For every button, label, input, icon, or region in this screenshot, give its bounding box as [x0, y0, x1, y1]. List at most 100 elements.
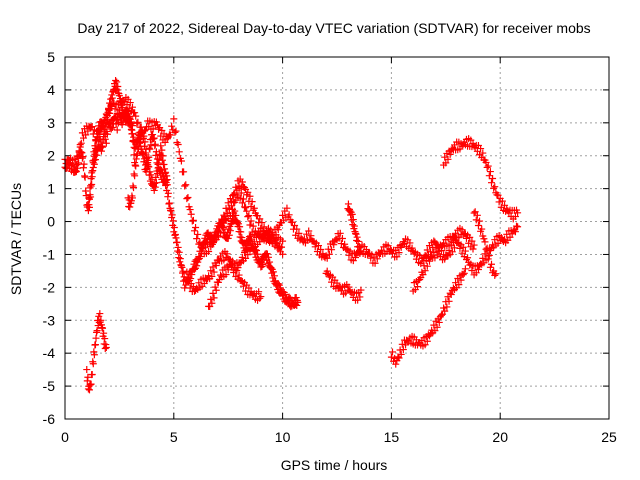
data-point	[300, 235, 308, 243]
data-point	[279, 237, 287, 245]
x-axis-label: GPS time / hours	[281, 457, 388, 473]
data-point	[107, 125, 115, 133]
data-point	[183, 195, 191, 203]
data-point	[161, 138, 169, 146]
data-point	[175, 248, 183, 256]
data-point	[133, 119, 141, 127]
data-point	[246, 221, 254, 229]
data-point	[274, 226, 282, 234]
data-point	[176, 255, 184, 263]
data-point	[323, 254, 331, 262]
data-point	[224, 234, 232, 242]
data-point	[513, 222, 521, 230]
data-point	[259, 261, 267, 269]
data-point	[88, 167, 96, 175]
data-point	[90, 351, 98, 359]
data-point	[83, 366, 91, 374]
data-point	[171, 128, 179, 136]
data-point	[447, 290, 455, 298]
data-point	[307, 232, 315, 240]
data-point	[435, 247, 443, 255]
data-point	[127, 118, 135, 126]
data-point	[470, 241, 478, 249]
data-point	[75, 147, 83, 155]
y-axis-label: SDTVAR / TECUs	[8, 183, 24, 295]
y-tick-label: -5	[43, 378, 56, 394]
data-point	[170, 224, 178, 232]
data-point	[474, 265, 482, 273]
data-point	[285, 211, 293, 219]
data-point	[244, 188, 252, 196]
data-point	[469, 245, 477, 253]
data-point	[448, 248, 456, 256]
data-point	[174, 243, 182, 251]
data-point	[225, 231, 233, 239]
data-point	[345, 283, 353, 291]
data-point	[157, 166, 165, 174]
data-point	[114, 82, 122, 90]
data-point	[239, 282, 247, 290]
data-point	[89, 360, 97, 368]
data-point	[305, 227, 313, 235]
data-point	[136, 139, 144, 147]
series-s2	[61, 93, 522, 279]
data-point	[103, 130, 111, 138]
data-point	[458, 226, 466, 234]
data-point	[487, 179, 495, 187]
data-point	[480, 235, 488, 243]
data-point	[147, 171, 155, 179]
data-point	[323, 267, 331, 275]
data-point	[315, 242, 323, 250]
data-point	[433, 251, 441, 259]
x-tick-label: 0	[61, 429, 69, 445]
data-point	[236, 194, 244, 202]
data-point	[101, 123, 109, 131]
data-point	[349, 216, 357, 224]
data-point	[421, 341, 429, 349]
data-point	[209, 263, 217, 271]
data-point	[84, 127, 92, 135]
data-point	[283, 204, 291, 212]
data-point	[73, 152, 81, 160]
y-tick-label: 5	[47, 49, 55, 65]
data-point	[294, 298, 302, 306]
data-point	[258, 219, 266, 227]
y-tick-label: -2	[43, 279, 56, 295]
data-point	[285, 293, 293, 301]
data-point	[435, 318, 443, 326]
data-point	[186, 284, 194, 292]
data-point	[153, 169, 161, 177]
data-point	[484, 255, 492, 263]
data-point	[337, 240, 345, 248]
y-tick-label: 2	[47, 148, 55, 164]
data-point	[384, 242, 392, 250]
data-point	[186, 206, 194, 214]
data-point	[356, 293, 364, 301]
data-point	[354, 237, 362, 245]
data-point	[210, 294, 218, 302]
data-point	[408, 244, 416, 252]
data-point	[145, 163, 153, 171]
data-point	[352, 230, 360, 238]
data-point	[247, 232, 255, 240]
data-point	[151, 183, 159, 191]
data-point	[162, 168, 170, 176]
data-point	[395, 249, 403, 257]
data-point	[353, 233, 361, 241]
data-point	[406, 239, 414, 247]
data-point	[225, 204, 233, 212]
data-point	[478, 225, 486, 233]
data-point	[357, 286, 365, 294]
data-point	[219, 223, 227, 231]
data-point	[487, 260, 495, 268]
series-s11	[387, 265, 469, 368]
data-point	[325, 250, 333, 258]
data-point	[181, 182, 189, 190]
data-point	[112, 76, 120, 84]
data-point	[223, 209, 231, 217]
data-point	[297, 234, 305, 242]
data-point	[460, 269, 468, 277]
data-point	[233, 266, 241, 274]
data-point	[445, 297, 453, 305]
data-point	[217, 229, 225, 237]
